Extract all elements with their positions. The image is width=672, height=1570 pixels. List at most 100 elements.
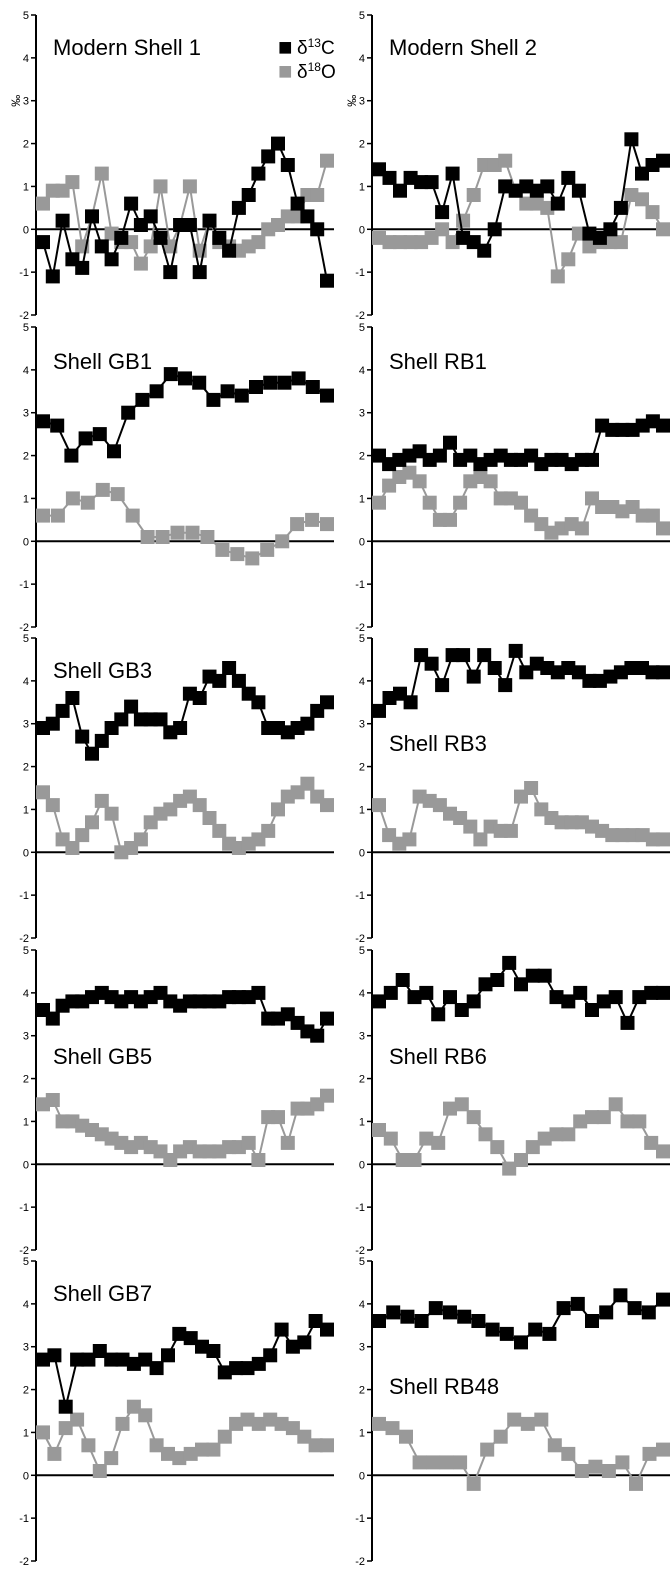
data-point-c13: [297, 1335, 312, 1350]
data-point-o18: [407, 1153, 422, 1167]
legend-o18-sup: 18: [308, 60, 322, 74]
y-tick-label: 2: [359, 1385, 365, 1397]
data-point-o18: [263, 1412, 278, 1427]
y-tick-label: 4: [359, 676, 365, 688]
data-point-c13: [163, 265, 178, 280]
y-tick-label: -2: [355, 933, 365, 945]
data-point-o18: [443, 1101, 457, 1116]
data-point-c13: [443, 435, 457, 450]
data-point-c13: [656, 985, 670, 1000]
data-point-o18: [601, 1464, 616, 1478]
chart-title: Shell GB7: [53, 1281, 152, 1306]
data-point-o18: [550, 269, 565, 284]
y-tick-label: 1: [359, 181, 365, 193]
y-tick-label: 5: [23, 945, 29, 957]
data-point-c13: [485, 1322, 500, 1337]
data-point-c13: [499, 1326, 514, 1341]
data-point-c13: [285, 1339, 300, 1354]
data-point-c13: [114, 712, 129, 727]
data-point-c13: [443, 1305, 457, 1320]
data-point-c13: [585, 1314, 599, 1328]
legend-o18-marker: ■: [278, 58, 293, 85]
data-point-o18: [80, 495, 95, 510]
data-point-o18: [280, 1135, 295, 1150]
chart-title: Modern Shell 1: [53, 35, 201, 60]
data-point-o18: [185, 525, 200, 540]
data-point-c13: [126, 1356, 141, 1371]
data-point-c13: [573, 985, 588, 1000]
data-point-c13: [222, 661, 237, 675]
data-point-c13: [192, 375, 207, 390]
data-point-c13: [115, 1352, 130, 1367]
data-point-c13: [104, 252, 119, 267]
data-point-c13: [231, 200, 246, 215]
data-point-o18: [195, 1442, 209, 1457]
data-point-o18: [656, 222, 670, 237]
data-point-c13: [585, 452, 599, 467]
data-point-o18: [126, 1399, 141, 1414]
data-point-c13: [206, 392, 221, 407]
data-point-o18: [65, 491, 80, 506]
data-point-c13: [632, 990, 647, 1005]
data-point-c13: [372, 994, 386, 1009]
data-point-c13: [656, 418, 670, 433]
data-point-o18: [372, 1123, 386, 1137]
y-tick-label: -1: [355, 1202, 365, 1214]
y-tick-label: 0: [23, 1470, 29, 1482]
data-point-o18: [138, 1408, 153, 1423]
data-point-c13: [644, 985, 659, 1000]
legend-c13-label: δ13C: [297, 36, 335, 59]
data-point-o18: [310, 188, 325, 202]
data-point-c13: [393, 686, 407, 701]
data-point-c13: [124, 196, 139, 211]
data-point-c13: [431, 1007, 446, 1022]
data-point-c13: [570, 1296, 585, 1311]
y-tick-label: 5: [359, 1256, 365, 1268]
y-axis-unit-label: ‰: [345, 95, 359, 107]
chart-panel-10: 5 4 3 2 1 0 -1 -2 Shell RB48: [355, 1256, 670, 1568]
chart-panel-8: 5 4 3 2 1 0 -1 -2 Shell RB6: [355, 945, 670, 1257]
data-point-c13: [599, 1305, 614, 1320]
data-point-o18: [320, 153, 334, 168]
data-point-o18: [170, 525, 185, 540]
data-point-o18: [456, 213, 471, 228]
data-point-c13: [620, 1015, 635, 1030]
data-point-c13: [206, 1344, 221, 1358]
y-tick-label: 1: [359, 493, 365, 505]
data-point-o18: [70, 1412, 85, 1427]
data-point-c13: [542, 1326, 557, 1341]
legend-c13-sup: 13: [308, 36, 322, 50]
y-tick-label: 3: [23, 408, 29, 420]
data-point-o18: [573, 1114, 588, 1129]
data-point-o18: [153, 179, 168, 194]
data-point-c13: [443, 990, 457, 1005]
data-point-o18: [125, 508, 140, 523]
y-axis-unit-label: ‰: [9, 95, 23, 107]
data-point-c13: [114, 230, 129, 245]
y-tick-label: 2: [23, 762, 29, 774]
data-point-c13: [487, 661, 502, 675]
data-point-c13: [641, 1305, 656, 1320]
data-point-c13: [386, 1305, 401, 1320]
data-point-o18: [251, 235, 266, 250]
data-point-c13: [556, 1301, 571, 1316]
data-point-c13: [528, 1322, 543, 1337]
data-point-o18: [615, 1455, 630, 1470]
data-point-o18: [183, 1446, 198, 1461]
data-point-c13: [277, 375, 292, 390]
data-point-o18: [642, 1446, 657, 1461]
data-point-o18: [115, 1416, 130, 1431]
data-point-o18: [206, 1442, 221, 1457]
data-point-o18: [260, 542, 275, 557]
data-point-o18: [656, 521, 670, 536]
data-point-c13: [81, 1352, 96, 1367]
data-point-o18: [399, 1429, 413, 1444]
data-point-o18: [95, 482, 110, 497]
data-point-c13: [92, 427, 107, 442]
data-point-o18: [285, 1421, 300, 1436]
chart-title: Shell RB3: [389, 731, 487, 756]
data-point-c13: [478, 977, 493, 992]
data-point-c13: [153, 712, 168, 727]
data-point-c13: [656, 153, 670, 168]
data-point-o18: [245, 551, 260, 566]
